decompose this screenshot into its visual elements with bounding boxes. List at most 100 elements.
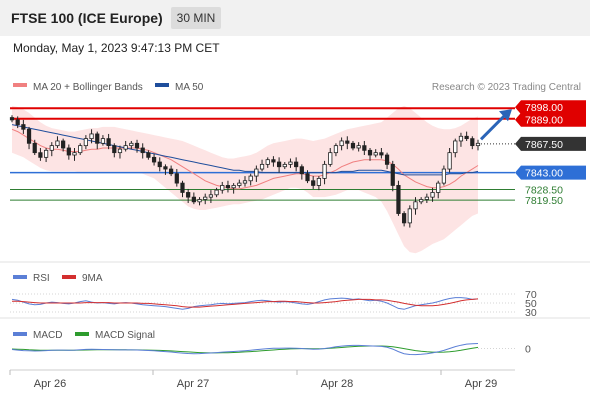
candle	[373, 149, 378, 158]
candle	[180, 180, 185, 198]
forecast-arrow-head	[499, 109, 512, 122]
rsi-ma-legend-label: 9MA	[82, 273, 103, 284]
rsi-tick-label: 50	[525, 298, 537, 310]
candle-body	[21, 124, 26, 130]
rsi-line	[11, 297, 479, 310]
level-label-text: 7898.00	[525, 102, 563, 114]
interval-button[interactable]: 30 MIN	[171, 7, 221, 29]
candle-body	[413, 201, 418, 210]
candle	[95, 131, 100, 150]
rsi-tick-label: 70	[525, 289, 537, 301]
candle-body	[117, 148, 123, 154]
candle-body	[328, 152, 333, 165]
candle-body	[282, 163, 287, 168]
candle-body	[464, 135, 469, 140]
candlestick-layer	[9, 109, 512, 228]
level-label-7843.00: 7843.00	[515, 165, 586, 180]
level-label-bg	[515, 165, 586, 180]
candle-body	[419, 199, 424, 203]
candle	[129, 140, 134, 150]
candle	[345, 136, 350, 150]
candle	[271, 156, 276, 167]
ma50-legend-label: MA 50	[175, 82, 204, 93]
level-label-text: 7889.00	[525, 115, 563, 127]
candle	[379, 147, 384, 159]
candle	[106, 133, 111, 150]
candle	[214, 187, 219, 198]
candle	[21, 119, 26, 134]
main-legend: MA 20 + Bollinger Bands MA 50 Research ©…	[13, 82, 581, 93]
level-label-bg	[515, 136, 586, 151]
candle-body	[430, 192, 435, 198]
candle-body	[191, 196, 196, 203]
candle	[430, 187, 435, 202]
candle	[419, 197, 424, 205]
candle	[339, 137, 344, 151]
candle-body	[140, 147, 145, 154]
candle	[208, 190, 214, 203]
level-label-7898.00: 7898.00	[515, 100, 586, 115]
candle	[475, 139, 481, 151]
candle	[254, 165, 259, 182]
candle-body	[407, 208, 412, 224]
candle-body	[373, 152, 378, 156]
ma50-legend-swatch	[155, 83, 169, 87]
forecast-arrow-shaft	[479, 113, 508, 141]
candle	[396, 180, 401, 216]
rsi-ma-line	[12, 298, 479, 308]
copyright: Research © 2023 Trading Central	[432, 82, 581, 93]
level-label-7828.50: 7828.50	[525, 185, 563, 197]
x-tick-label: Apr 26	[34, 378, 66, 390]
candle-body	[322, 163, 327, 179]
candle	[316, 176, 321, 191]
candle	[402, 211, 407, 227]
candle-body	[288, 161, 293, 165]
candle	[453, 138, 458, 158]
candle-body	[220, 185, 225, 191]
candle	[26, 126, 32, 150]
candle	[276, 157, 282, 173]
x-tick-label: Apr 27	[177, 378, 209, 390]
candle	[203, 193, 208, 205]
candle	[470, 136, 475, 150]
candle	[38, 147, 43, 161]
ma20-legend-swatch	[13, 83, 27, 87]
candle	[305, 170, 310, 184]
candle-body	[367, 149, 373, 156]
candle-body	[214, 189, 219, 196]
candle	[299, 164, 304, 180]
candle-body	[78, 145, 83, 154]
candle-body	[49, 145, 54, 151]
candle	[140, 143, 145, 159]
candle-body	[390, 163, 395, 186]
candle-body	[169, 168, 174, 175]
candle	[169, 165, 174, 177]
candle-body	[379, 152, 384, 156]
candle-body	[470, 138, 475, 147]
candle	[134, 139, 140, 153]
candle	[328, 147, 333, 167]
macd-signal-line	[11, 345, 479, 354]
candle-body	[32, 142, 37, 154]
candle-body	[38, 152, 43, 158]
candle-body	[436, 182, 441, 193]
candle-body	[15, 119, 20, 125]
candle-body	[55, 140, 60, 147]
level-label-bg	[515, 112, 586, 127]
candle	[242, 176, 248, 187]
candle-body	[356, 145, 361, 149]
candle-body	[305, 173, 310, 182]
candle-body	[350, 142, 356, 149]
candle-body	[276, 161, 282, 168]
candle	[288, 158, 293, 168]
candle-body	[66, 147, 71, 156]
candle-body	[72, 152, 77, 156]
macd-legend: MACD MACD Signal	[13, 330, 155, 341]
level-lines-layer	[10, 107, 515, 201]
candle-body	[208, 194, 214, 198]
candle	[356, 142, 361, 152]
level-label-text: 7828.50	[525, 185, 563, 197]
candle	[350, 140, 356, 151]
candle	[322, 160, 327, 185]
